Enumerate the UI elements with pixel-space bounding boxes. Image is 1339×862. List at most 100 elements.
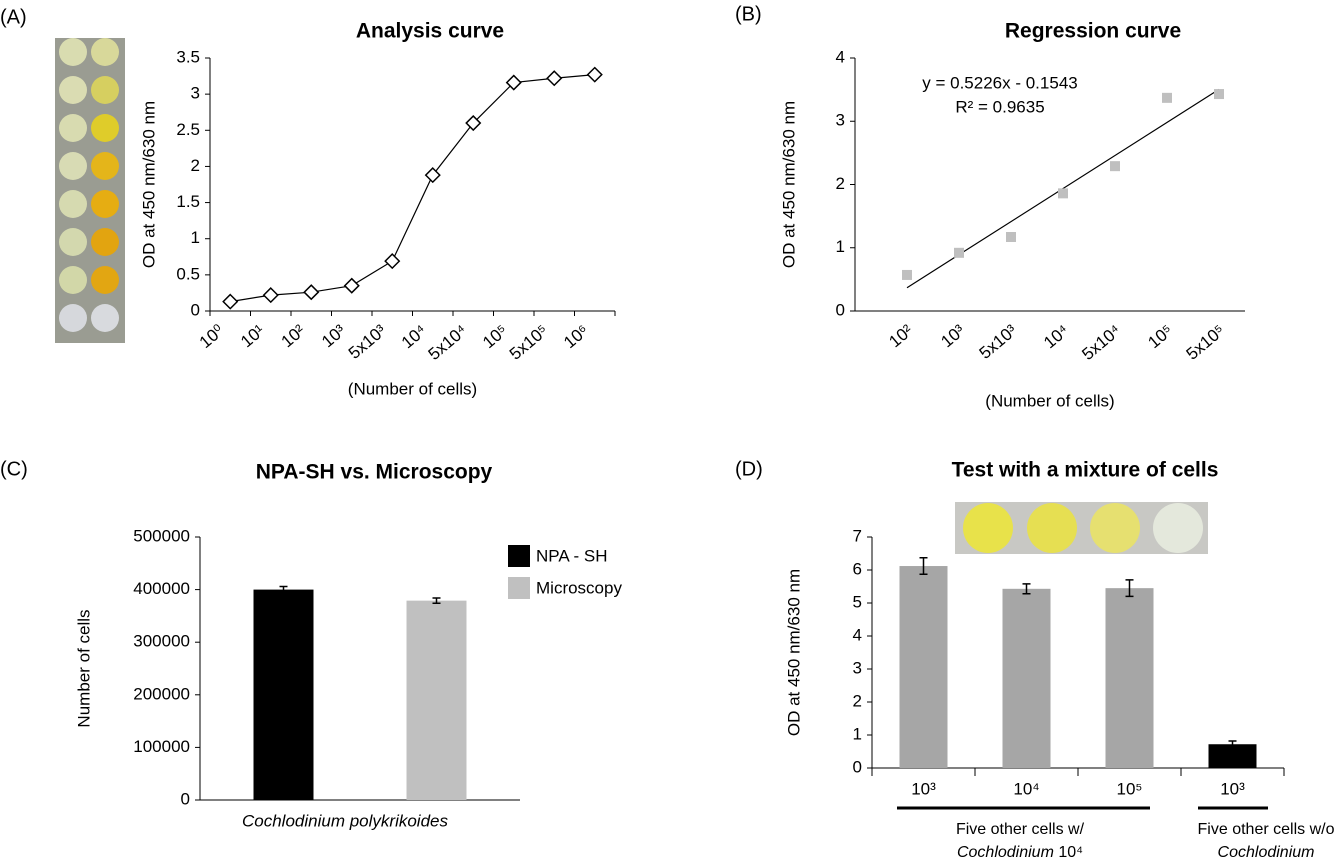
x-tick-label: 10⁶ bbox=[560, 321, 592, 352]
group-label: Five other cells w/ bbox=[956, 821, 1085, 838]
point-marker bbox=[1214, 89, 1224, 100]
y-tick-label: 1 bbox=[836, 237, 845, 256]
point-marker bbox=[262, 287, 279, 304]
group-label-line2: Cochlodinium bbox=[1218, 844, 1315, 861]
y-tick-label: 0 bbox=[191, 300, 200, 319]
x-tick-label: 5x10³ bbox=[976, 321, 1021, 363]
y-tick-label: 7 bbox=[853, 526, 862, 545]
group-label: Five other cells w/o bbox=[1198, 821, 1335, 838]
x-tick-label: 5x10⁴ bbox=[1078, 321, 1124, 364]
group-organism: Cochlodinium bbox=[1218, 844, 1315, 861]
chart-title: Regression curve bbox=[1005, 20, 1181, 43]
x-tick-label: 10⁵ bbox=[1144, 321, 1176, 352]
x-tick-label: 10² bbox=[885, 321, 916, 352]
x-tick-label: 10¹ bbox=[237, 321, 268, 352]
error-bar bbox=[432, 597, 441, 605]
y-axis-label: Number of cells bbox=[74, 609, 93, 727]
y-tick-label: 3 bbox=[836, 111, 845, 130]
point-marker bbox=[1162, 92, 1172, 103]
point-marker bbox=[384, 253, 401, 270]
error-bar bbox=[1125, 579, 1134, 598]
x-tick-label: 10³ bbox=[318, 321, 349, 352]
y-tick-label: 300000 bbox=[133, 632, 190, 651]
point-marker bbox=[546, 70, 563, 87]
x-tick-label: 5x10⁵ bbox=[506, 321, 552, 364]
x-tick-label: 10³ bbox=[1220, 779, 1245, 798]
x-axis-label: (Number of cells) bbox=[348, 379, 477, 398]
legend-swatch bbox=[508, 577, 530, 599]
y-tick-label: 3 bbox=[853, 658, 862, 677]
x-tick-label: 10⁵ bbox=[1117, 779, 1143, 798]
point-marker bbox=[343, 277, 360, 294]
point-marker bbox=[1110, 161, 1120, 172]
well-photo bbox=[55, 38, 125, 343]
point-marker bbox=[222, 293, 239, 310]
y-tick-label: 3 bbox=[191, 84, 200, 103]
equation: R² = 0.9635 bbox=[955, 97, 1044, 116]
bar bbox=[1105, 588, 1154, 768]
group-organism: Cochlodinium bbox=[957, 844, 1054, 861]
legend-label: Microscopy bbox=[536, 578, 622, 597]
x-tick-label: 10⁰ bbox=[196, 321, 228, 352]
point-marker bbox=[586, 66, 603, 83]
y-tick-label: 2 bbox=[853, 691, 862, 710]
y-tick-label: 4 bbox=[853, 625, 862, 644]
legend-swatch bbox=[508, 545, 530, 567]
point-marker bbox=[303, 284, 320, 301]
group-label-line2: Cochlodinium 10⁴ bbox=[957, 844, 1083, 861]
x-tick-label: 10⁴ bbox=[1013, 779, 1039, 798]
point-marker bbox=[465, 114, 482, 132]
bar bbox=[1002, 588, 1051, 768]
legend-label: NPA - SH bbox=[536, 546, 607, 565]
chart-title: Analysis curve bbox=[356, 20, 504, 43]
bar bbox=[253, 589, 314, 800]
point-marker bbox=[954, 247, 964, 258]
x-axis-label: (Number of cells) bbox=[985, 391, 1114, 410]
point-marker bbox=[424, 167, 441, 184]
point-marker bbox=[1006, 231, 1016, 242]
y-tick-label: 4 bbox=[836, 47, 845, 66]
y-tick-label: 2.5 bbox=[176, 120, 200, 139]
y-tick-label: 2 bbox=[191, 156, 200, 175]
panel-label: (B) bbox=[735, 3, 762, 25]
point-marker bbox=[1058, 188, 1068, 199]
x-tick-label: Cochlodinium polykrikoides bbox=[242, 811, 448, 830]
error-bar bbox=[1228, 740, 1237, 749]
y-tick-label: 0.5 bbox=[176, 264, 200, 283]
error-bar bbox=[279, 585, 288, 594]
group-suffix: 10⁴ bbox=[1058, 844, 1083, 861]
point-marker bbox=[505, 74, 522, 91]
y-tick-label: 1 bbox=[191, 228, 200, 247]
bar bbox=[1208, 744, 1257, 768]
y-tick-label: 0 bbox=[181, 789, 190, 808]
bar bbox=[406, 600, 467, 800]
y-tick-label: 0 bbox=[853, 757, 862, 776]
x-tick-label: 5x10³ bbox=[345, 321, 390, 363]
y-tick-label: 3.5 bbox=[176, 47, 200, 66]
chart-title: NPA-SH vs. Microscopy bbox=[256, 461, 493, 484]
y-tick-label: 200000 bbox=[133, 684, 190, 703]
bar bbox=[899, 566, 948, 768]
data-line bbox=[230, 74, 595, 303]
panel-label: (A) bbox=[0, 6, 27, 28]
y-tick-label: 1.5 bbox=[176, 192, 200, 211]
y-tick-label: 1 bbox=[853, 724, 862, 743]
y-tick-label: 100000 bbox=[133, 737, 190, 756]
y-axis-label: OD at 450 nm/630 nm bbox=[784, 569, 803, 736]
y-axis-label: OD at 450 nm/630 nm bbox=[779, 101, 798, 268]
equation: y = 0.5226x - 0.1543 bbox=[922, 73, 1077, 92]
panel-label: (D) bbox=[735, 458, 763, 480]
x-tick-label: 10³ bbox=[937, 321, 968, 352]
y-tick-label: 0 bbox=[836, 300, 845, 319]
x-tick-label: 10³ bbox=[911, 779, 936, 798]
x-tick-label: 10² bbox=[278, 321, 309, 352]
error-bar bbox=[1022, 583, 1031, 595]
y-axis-label: OD at 450 nm/630 nm bbox=[139, 101, 158, 268]
x-tick-label: 5x10⁴ bbox=[425, 321, 471, 364]
chart-title: Test with a mixture of cells bbox=[952, 459, 1219, 482]
point-marker bbox=[902, 269, 912, 280]
y-tick-label: 400000 bbox=[133, 579, 190, 598]
y-tick-label: 5 bbox=[853, 592, 862, 611]
x-tick-label: 5x10⁵ bbox=[1183, 321, 1229, 364]
